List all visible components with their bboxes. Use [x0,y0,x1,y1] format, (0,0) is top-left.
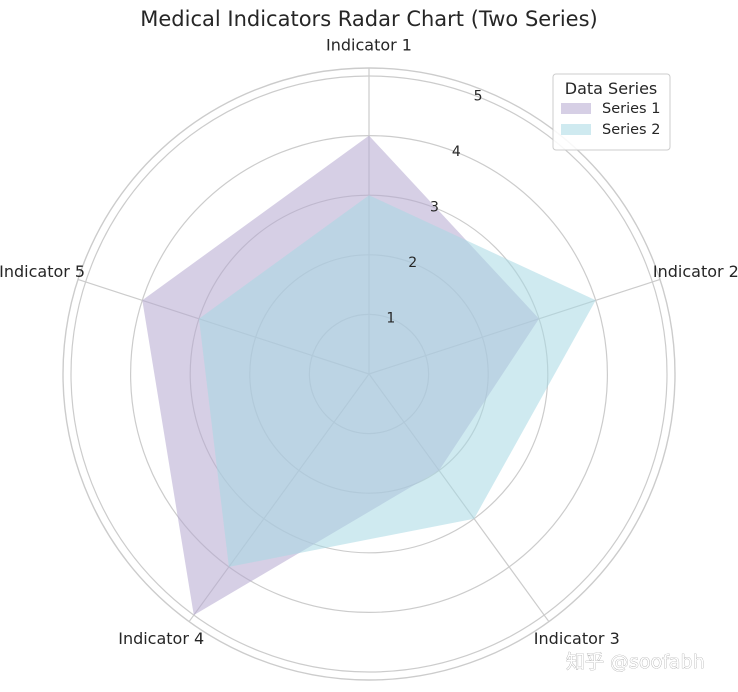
legend-label-1: Series 1 [602,101,660,117]
legend-title: Data Series [565,79,658,98]
r-tick-label-1: 1 [386,311,395,327]
legend-label-2: Series 2 [602,122,660,138]
r-tick-label-2: 2 [408,255,417,271]
axis-label-5: Indicator 5 [0,262,85,281]
r-tick-label-3: 3 [430,200,439,216]
r-tick-label-5: 5 [474,89,483,105]
legend-swatch-2 [561,124,591,135]
chart-title: Medical Indicators Radar Chart (Two Seri… [140,7,597,31]
legend: Data Series Series 1 Series 2 [552,73,671,151]
series-area-2 [199,195,596,567]
r-tick-label-4: 4 [452,144,461,160]
axis-label-1: Indicator 1 [326,36,412,55]
radial-tick-labels: 1 2 3 4 5 [386,89,482,327]
axis-labels: Indicator 1 Indicator 2 Indicator 3 Indicat… [0,36,738,648]
watermark: 知乎 @soofabh [566,651,705,673]
axis-label-2: Indicator 2 [653,262,738,281]
legend-swatch-1 [561,103,591,114]
radar-series [142,135,596,616]
axis-label-4: Indicator 4 [118,629,204,648]
axis-label-3: Indicator 3 [534,629,620,648]
